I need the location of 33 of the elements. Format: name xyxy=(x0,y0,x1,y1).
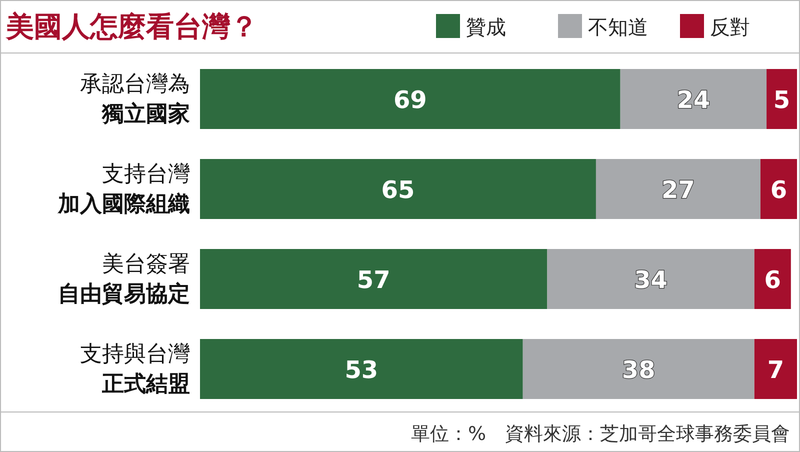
bar xyxy=(547,249,754,309)
data-label: 38 xyxy=(622,356,656,384)
data-label: 69 xyxy=(393,86,427,114)
chart-title: 美國人怎麼看台灣？ xyxy=(5,11,258,43)
bar xyxy=(200,249,548,309)
bar xyxy=(620,69,767,129)
y-tick-label: 美台簽署自由貿易協定 xyxy=(58,252,190,307)
legend-label: 贊成 xyxy=(466,15,506,39)
data-label: 5 xyxy=(773,86,790,114)
data-label: 6 xyxy=(770,176,788,204)
data-label: 34 xyxy=(634,266,668,294)
data-label: 6 xyxy=(764,266,781,294)
data-label: 65 xyxy=(381,176,415,204)
y-tick-label: 承認台灣為獨立國家 xyxy=(80,72,190,127)
data-label: 24 xyxy=(676,86,710,114)
bar xyxy=(754,339,797,399)
legend-label: 不知道 xyxy=(588,15,648,39)
y-tick-label: 支持台灣加入國際組織 xyxy=(57,162,190,217)
annotation: 單位：% 資料來源：芝加哥全球事務委員會 xyxy=(410,423,790,445)
data-label: 57 xyxy=(356,266,390,294)
bar xyxy=(522,339,754,399)
data-label: 27 xyxy=(662,176,695,204)
bar xyxy=(754,249,791,309)
bar xyxy=(766,69,797,129)
y-tick-label: 支持與台灣正式結盟 xyxy=(80,342,190,397)
legend-label: 反對 xyxy=(710,15,750,39)
bar xyxy=(200,69,620,129)
data-label: 7 xyxy=(767,356,784,384)
data-label: 53 xyxy=(344,356,378,384)
bar xyxy=(760,159,797,219)
bar xyxy=(596,159,760,219)
bar xyxy=(200,339,523,399)
bar xyxy=(200,159,596,219)
